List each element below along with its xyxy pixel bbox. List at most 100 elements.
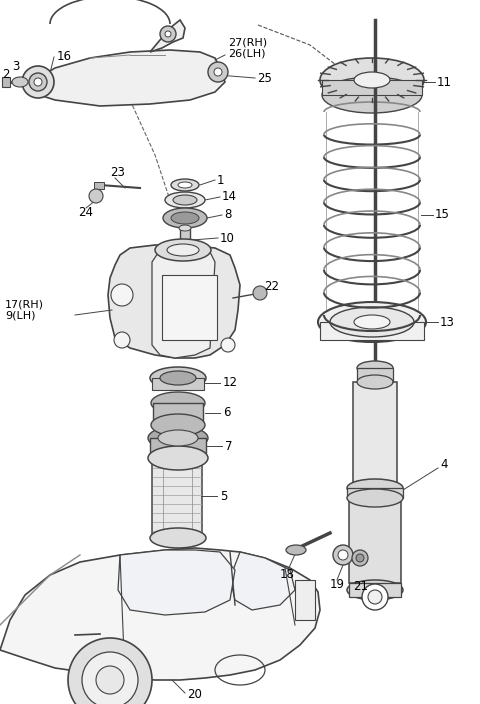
Bar bbox=[162, 275, 217, 340]
Ellipse shape bbox=[150, 367, 206, 389]
Text: 1: 1 bbox=[217, 173, 225, 187]
Circle shape bbox=[362, 584, 388, 610]
Bar bbox=[153, 403, 203, 425]
Ellipse shape bbox=[151, 392, 205, 414]
Circle shape bbox=[356, 554, 364, 562]
Ellipse shape bbox=[163, 208, 207, 228]
Circle shape bbox=[96, 666, 124, 694]
Polygon shape bbox=[118, 550, 235, 615]
Ellipse shape bbox=[357, 361, 393, 375]
Ellipse shape bbox=[354, 315, 390, 329]
Ellipse shape bbox=[179, 247, 191, 253]
Polygon shape bbox=[25, 50, 225, 106]
Text: 6: 6 bbox=[223, 406, 230, 420]
Text: 7: 7 bbox=[225, 439, 232, 453]
Ellipse shape bbox=[179, 225, 191, 231]
Text: 27(RH)
26(LH): 27(RH) 26(LH) bbox=[228, 37, 267, 59]
Ellipse shape bbox=[148, 426, 208, 450]
Circle shape bbox=[253, 286, 267, 300]
Text: 25: 25 bbox=[257, 72, 272, 84]
Ellipse shape bbox=[171, 179, 199, 191]
Text: 13: 13 bbox=[440, 315, 455, 329]
Ellipse shape bbox=[318, 302, 426, 342]
Circle shape bbox=[338, 550, 348, 560]
Ellipse shape bbox=[354, 72, 390, 88]
Ellipse shape bbox=[347, 479, 403, 497]
Circle shape bbox=[114, 332, 130, 348]
Bar bbox=[353, 382, 397, 487]
Ellipse shape bbox=[178, 182, 192, 188]
Bar bbox=[94, 182, 104, 189]
Polygon shape bbox=[150, 20, 185, 52]
Ellipse shape bbox=[155, 239, 211, 261]
Text: 11: 11 bbox=[437, 75, 452, 89]
Circle shape bbox=[22, 66, 54, 98]
Ellipse shape bbox=[150, 528, 206, 548]
Bar bbox=[357, 368, 393, 382]
Text: 18: 18 bbox=[280, 569, 295, 582]
Ellipse shape bbox=[158, 430, 198, 446]
Text: 12: 12 bbox=[223, 377, 238, 389]
Ellipse shape bbox=[148, 446, 208, 470]
Circle shape bbox=[89, 189, 103, 203]
Text: 20: 20 bbox=[187, 689, 202, 701]
Polygon shape bbox=[152, 248, 215, 358]
Bar bbox=[320, 322, 424, 340]
Bar bbox=[150, 438, 206, 453]
Circle shape bbox=[160, 26, 176, 42]
Ellipse shape bbox=[173, 195, 197, 205]
Text: 15: 15 bbox=[435, 208, 450, 222]
Circle shape bbox=[34, 78, 42, 86]
Ellipse shape bbox=[347, 489, 403, 507]
Circle shape bbox=[165, 31, 171, 37]
Circle shape bbox=[111, 284, 133, 306]
Ellipse shape bbox=[347, 580, 403, 600]
Bar bbox=[152, 458, 202, 538]
Text: 8: 8 bbox=[224, 208, 231, 222]
Ellipse shape bbox=[322, 77, 422, 113]
Ellipse shape bbox=[357, 375, 393, 389]
Circle shape bbox=[221, 338, 235, 352]
Polygon shape bbox=[0, 548, 320, 680]
Circle shape bbox=[68, 638, 152, 704]
Text: 4: 4 bbox=[440, 458, 447, 472]
Circle shape bbox=[93, 193, 99, 199]
Bar bbox=[349, 498, 401, 583]
Ellipse shape bbox=[165, 192, 205, 208]
Polygon shape bbox=[108, 245, 240, 358]
Bar bbox=[295, 580, 315, 620]
Ellipse shape bbox=[286, 545, 306, 555]
Circle shape bbox=[208, 62, 228, 82]
Circle shape bbox=[82, 652, 138, 704]
Bar bbox=[180, 228, 190, 250]
Text: 21: 21 bbox=[353, 581, 368, 593]
Text: 19: 19 bbox=[330, 579, 345, 591]
Ellipse shape bbox=[167, 244, 199, 256]
Text: 23: 23 bbox=[110, 165, 125, 179]
Ellipse shape bbox=[320, 58, 424, 102]
Text: 10: 10 bbox=[220, 232, 235, 244]
Circle shape bbox=[29, 73, 47, 91]
Bar bbox=[349, 583, 401, 597]
Ellipse shape bbox=[151, 414, 205, 436]
Text: 24: 24 bbox=[78, 206, 93, 220]
Text: 2: 2 bbox=[2, 68, 10, 80]
Circle shape bbox=[368, 590, 382, 604]
Text: 5: 5 bbox=[220, 489, 228, 503]
Ellipse shape bbox=[330, 307, 414, 337]
Text: 3: 3 bbox=[12, 60, 19, 73]
Text: 16: 16 bbox=[57, 51, 72, 63]
Bar bbox=[152, 378, 204, 390]
Bar bbox=[347, 488, 403, 498]
Circle shape bbox=[352, 550, 368, 566]
Ellipse shape bbox=[171, 212, 199, 224]
Ellipse shape bbox=[160, 371, 196, 385]
Ellipse shape bbox=[12, 77, 28, 87]
Circle shape bbox=[333, 545, 353, 565]
Polygon shape bbox=[230, 552, 295, 610]
Circle shape bbox=[214, 68, 222, 76]
Bar bbox=[322, 80, 422, 95]
Text: 14: 14 bbox=[222, 191, 237, 203]
Text: 17(RH)
9(LH): 17(RH) 9(LH) bbox=[5, 299, 44, 321]
Bar bbox=[2, 77, 10, 87]
